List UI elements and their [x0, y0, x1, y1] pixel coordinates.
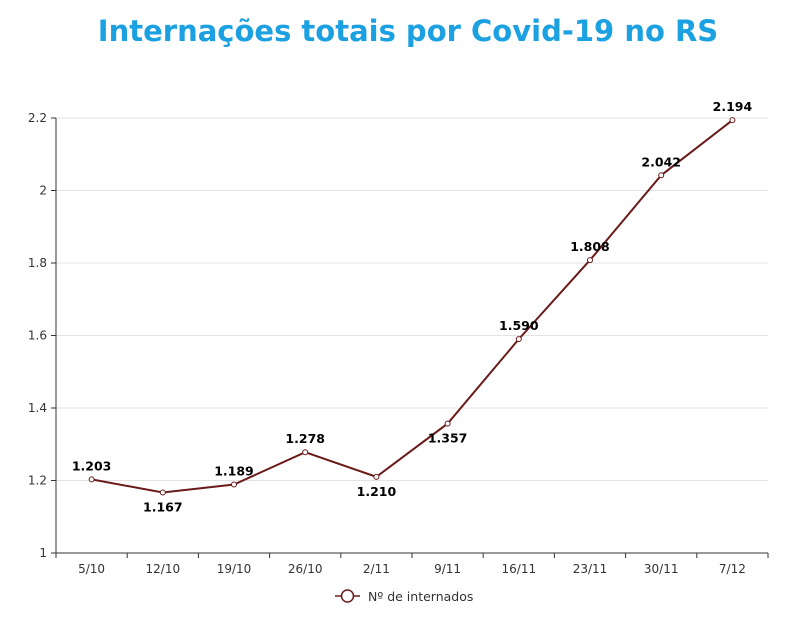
x-tick-label: 9/11 — [434, 562, 461, 576]
x-tick-label: 26/10 — [288, 562, 323, 576]
data-point — [302, 449, 309, 456]
data-point — [729, 117, 736, 124]
y-tick-label: 2 — [39, 184, 47, 198]
x-tick-label: 12/10 — [146, 562, 181, 576]
y-tick-label: 1.4 — [28, 401, 47, 415]
x-tick-label: 16/11 — [502, 562, 537, 576]
legend-label: Nº de internados — [368, 589, 473, 604]
data-label: 1.590 — [499, 318, 539, 333]
data-point — [444, 420, 451, 427]
y-tick-label: 1.8 — [28, 256, 47, 270]
series-line — [91, 119, 734, 494]
data-label: 2.042 — [641, 154, 681, 169]
data-point — [587, 257, 593, 264]
data-point — [658, 172, 665, 179]
legend-marker-icon — [340, 589, 355, 603]
data-point — [515, 336, 522, 343]
x-tick-label: 2/11 — [363, 562, 390, 576]
data-label: 2.194 — [713, 99, 753, 114]
data-point — [231, 481, 237, 488]
data-label: 1.210 — [357, 484, 397, 499]
x-tick-label: 30/11 — [644, 562, 679, 576]
data-point — [88, 476, 95, 483]
y-tick-label: 2.2 — [28, 111, 47, 125]
data-label: 1.357 — [428, 431, 468, 446]
data-label: 1.278 — [285, 431, 325, 446]
data-label: 1.189 — [214, 463, 254, 478]
data-label: 1.808 — [570, 239, 610, 254]
x-tick-label: 7/12 — [719, 562, 746, 576]
y-tick-label: 1 — [39, 546, 47, 560]
data-point — [159, 489, 166, 496]
x-tick-label: 5/10 — [78, 562, 105, 576]
x-tick-label: 23/11 — [573, 562, 608, 576]
y-tick-label: 1.2 — [28, 474, 47, 488]
y-tick-label: 1.6 — [28, 329, 47, 343]
chart-title: Internações totais por Covid-19 no RS — [97, 14, 719, 48]
data-point — [373, 473, 380, 480]
x-tick-label: 19/10 — [217, 562, 252, 576]
data-label: 1.203 — [72, 458, 112, 473]
data-label: 1.167 — [143, 499, 183, 514]
